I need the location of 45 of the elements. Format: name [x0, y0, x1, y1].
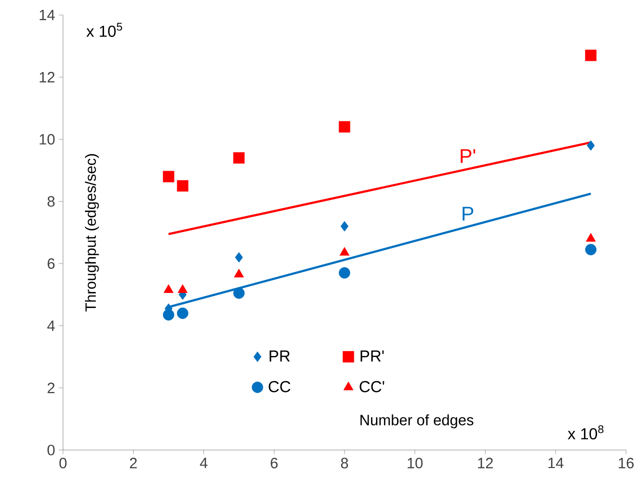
x-tick-label: 12: [478, 458, 493, 468]
point: [162, 309, 174, 321]
x-tick-label: 10: [408, 458, 423, 468]
x-axis-title: Number of edges: [360, 414, 474, 428]
y-tick-label: 12: [40, 72, 54, 82]
x-tick-label: 2: [130, 458, 137, 468]
point: [176, 308, 188, 319]
point: [233, 152, 245, 164]
point: [586, 233, 596, 242]
y-tick-label: 10: [40, 134, 55, 145]
x-tick-label: 16: [618, 458, 634, 468]
legend-label: PR': [360, 350, 384, 362]
point: [235, 252, 243, 263]
y-tick-label: 14: [40, 10, 55, 20]
point: [585, 244, 596, 256]
x-tick-label: 0: [59, 458, 67, 468]
point: [338, 121, 350, 133]
point: [586, 140, 595, 151]
x-tick-label: 8: [341, 458, 348, 468]
annotation: x 10$^{5}$: [86, 22, 122, 37]
series-label: P': [460, 149, 476, 163]
y-tick-label: 2: [48, 382, 54, 394]
y-axis-title: Throughput (edges/sec): [84, 154, 99, 312]
x-tick-label: 14: [548, 458, 564, 468]
point: [234, 268, 244, 278]
annotation: x 10$^{8}$: [568, 425, 604, 440]
point: [162, 170, 174, 182]
point: [178, 284, 188, 293]
x-tick-label: 4: [200, 458, 208, 468]
point: [338, 267, 350, 279]
legend-label: CC: [268, 380, 290, 392]
legend-label: CC': [360, 380, 384, 392]
point: [340, 221, 348, 232]
point: [585, 50, 596, 62]
point: [176, 180, 188, 192]
series-label: P: [462, 206, 474, 221]
point: [340, 247, 350, 256]
point: [233, 287, 245, 299]
legend-label: PR: [270, 350, 290, 362]
point: [164, 284, 174, 293]
y-tick-label: 0: [47, 444, 55, 456]
x-tick-label: 6: [270, 458, 278, 468]
y-tick-label: 4: [47, 320, 55, 331]
y-tick-label: 6: [48, 258, 55, 269]
y-tick-label: 8: [48, 196, 55, 207]
